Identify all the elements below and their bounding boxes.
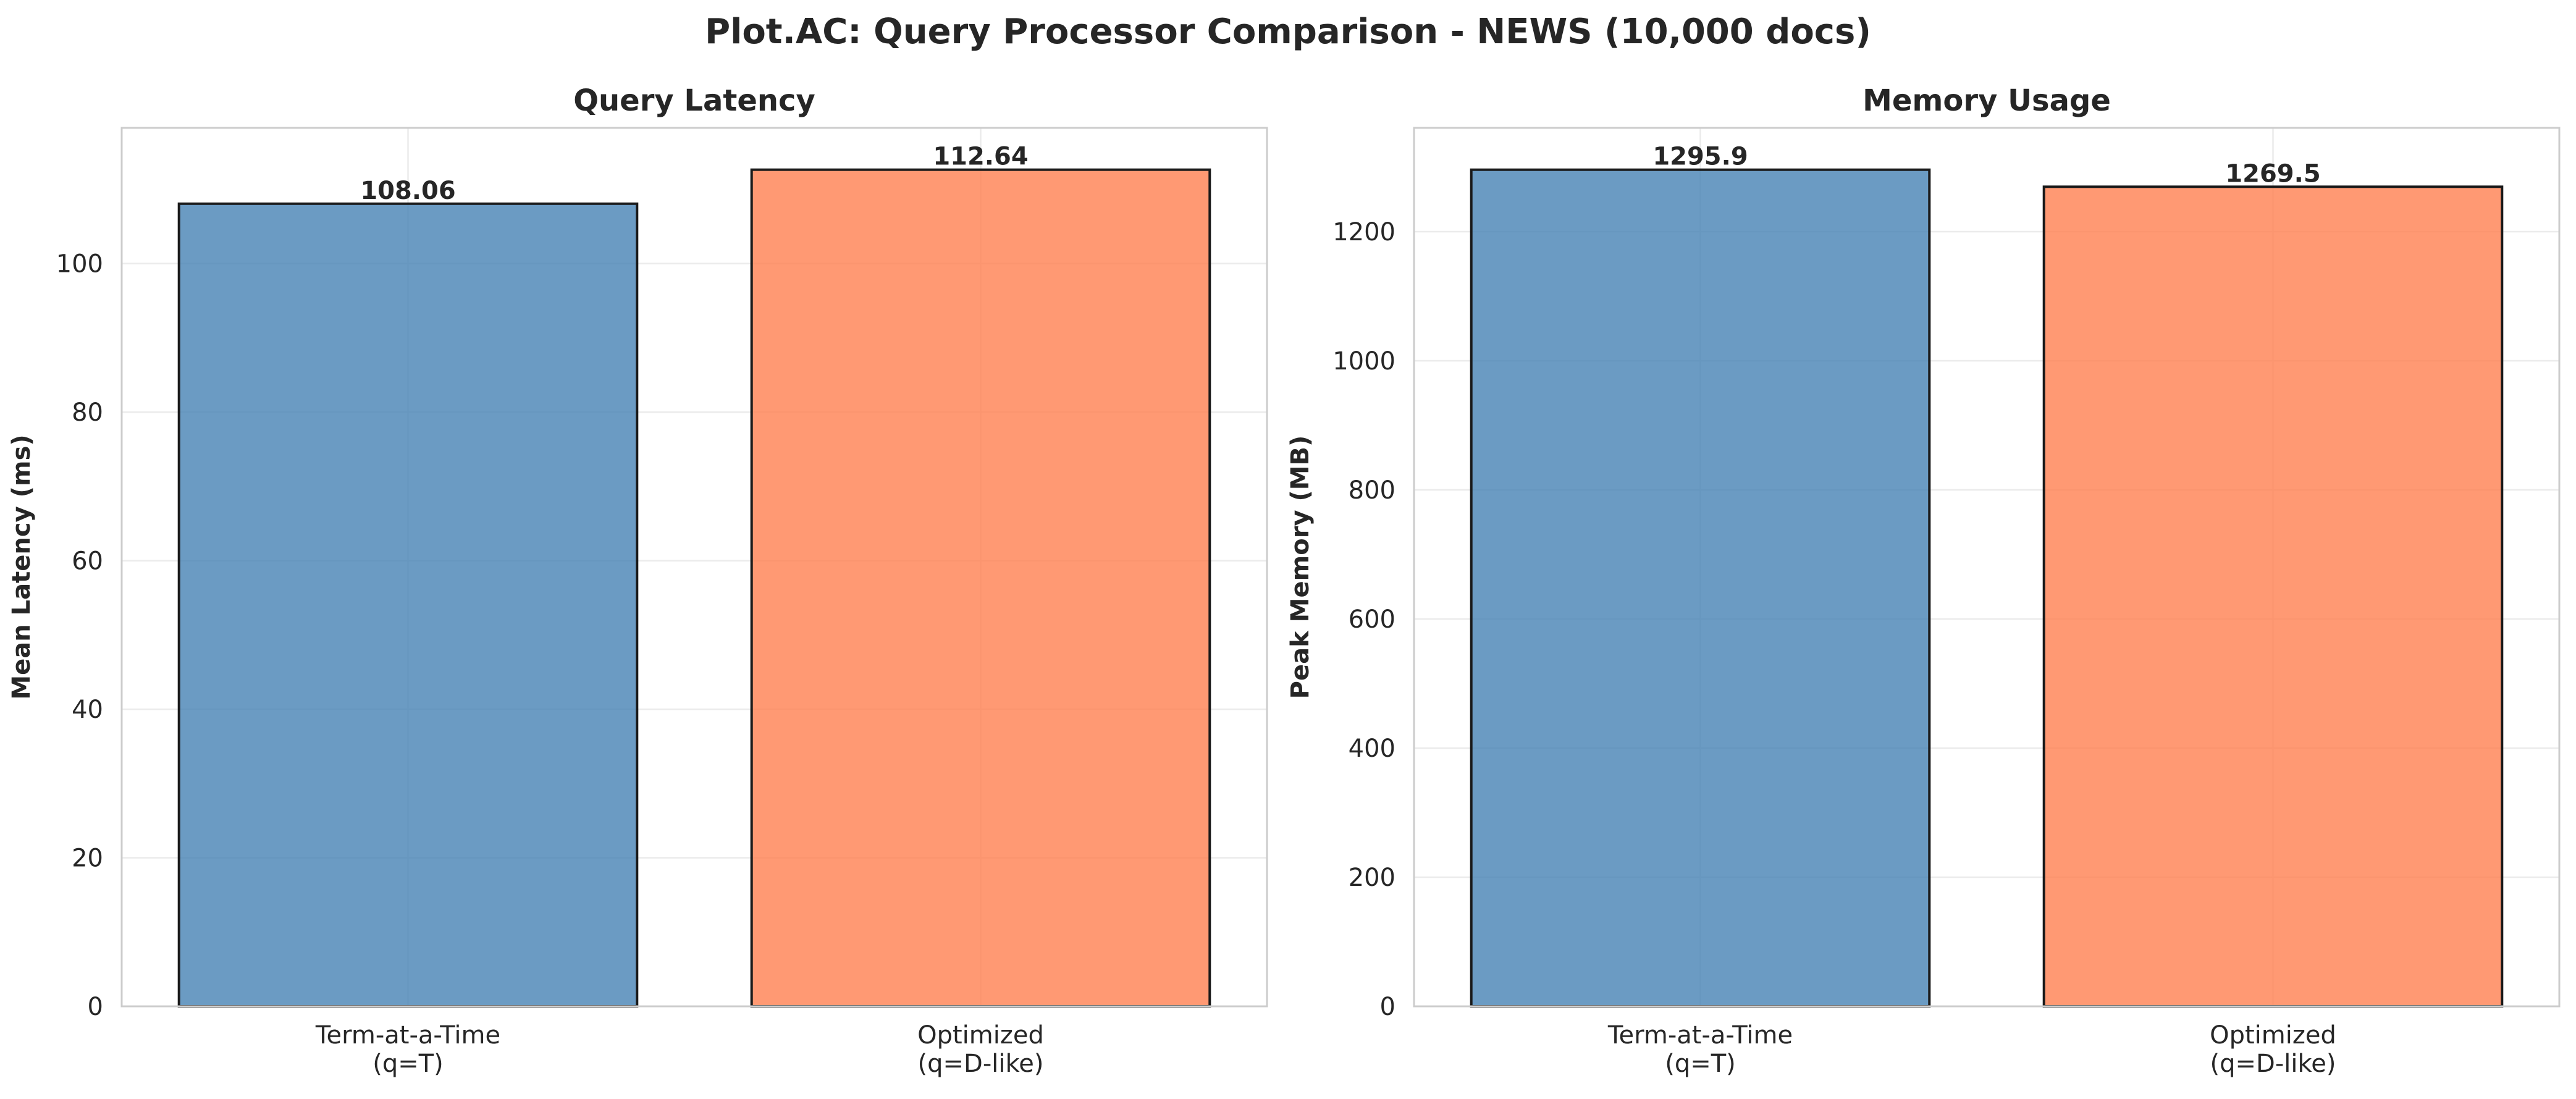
memory-xtick-label: Optimized (q=D-like) <box>2210 1021 2336 1078</box>
memory-ytick-label: 400 <box>1349 735 1395 763</box>
latency-ytick-label: 60 <box>72 547 103 576</box>
latency-ytick-label: 80 <box>72 398 103 427</box>
latency-ytick-label: 40 <box>72 696 103 724</box>
latency-bar-value-label: 108.06 <box>360 177 455 205</box>
memory-bar-value-label: 1269.5 <box>2225 159 2320 188</box>
memory-xtick-label-line: (q=T) <box>1665 1050 1736 1078</box>
memory-ytick-label: 1200 <box>1332 218 1395 246</box>
latency-ytick-label: 100 <box>56 250 103 279</box>
memory-axes-frame <box>1413 127 2561 1008</box>
latency-xtick-label: Optimized (q=D-like) <box>917 1021 1044 1078</box>
figure-suptitle: Plot.AC: Query Processor Comparison - NE… <box>705 12 1871 52</box>
latency-bar <box>750 168 1211 1008</box>
memory-chart: 0 200 400 600 800 1000 1200 1295.9 1269.5 Term-at… <box>1286 83 2561 1078</box>
latency-xtick-label-line: Optimized <box>917 1021 1044 1050</box>
latency-xtick-label-line: (q=T) <box>373 1050 444 1078</box>
memory-ytick-label: 200 <box>1349 864 1395 892</box>
latency-bar <box>177 202 639 1008</box>
memory-ytick-label: 1000 <box>1332 347 1395 376</box>
latency-bar-value-label: 112.64 <box>933 143 1028 171</box>
latency-xtick-label-line: Term-at-a-Time <box>315 1021 500 1050</box>
latency-ytick-label: 0 <box>88 993 103 1021</box>
latency-y-axis-label: Mean Latency (ms) <box>7 434 36 699</box>
latency-ytick-label: 20 <box>72 844 103 873</box>
memory-bar <box>1470 168 1931 1008</box>
memory-xtick-label-line: Optimized <box>2210 1021 2336 1050</box>
memory-ytick-label: 0 <box>1380 993 1395 1021</box>
memory-xtick-label: Term-at-a-Time (q=T) <box>1607 1021 1793 1078</box>
latency-xtick-label-line: (q=D-like) <box>918 1050 1044 1078</box>
memory-chart-title: Memory Usage <box>1863 83 2111 118</box>
memory-bar <box>2042 185 2504 1008</box>
latency-chart-title: Query Latency <box>573 83 815 118</box>
memory-y-axis-label: Peak Memory (MB) <box>1286 436 1315 699</box>
memory-bar-value-label: 1295.9 <box>1652 143 1748 171</box>
latency-xtick-label: Term-at-a-Time (q=T) <box>315 1021 500 1078</box>
latency-axes-frame <box>120 127 1268 1008</box>
memory-ytick-label: 600 <box>1349 605 1395 634</box>
memory-xtick-label-line: (q=D-like) <box>2210 1050 2336 1078</box>
memory-ytick-label: 800 <box>1349 476 1395 505</box>
memory-xtick-label-line: Term-at-a-Time <box>1607 1021 1793 1050</box>
